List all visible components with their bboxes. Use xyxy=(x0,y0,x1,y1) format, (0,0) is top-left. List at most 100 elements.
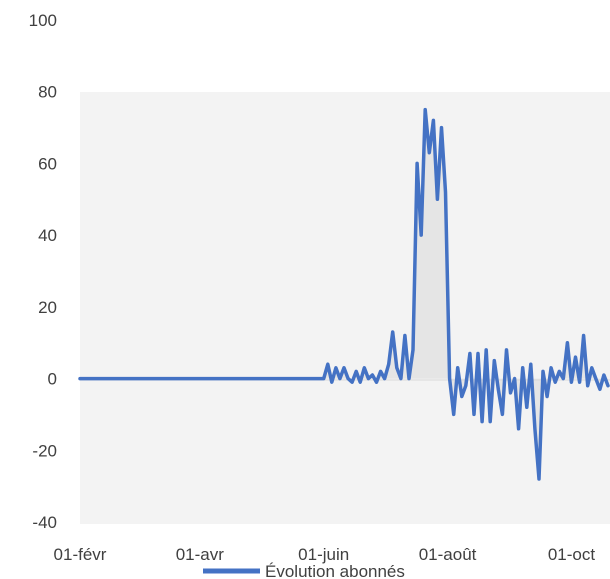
data-point xyxy=(448,377,451,380)
data-point xyxy=(485,349,488,351)
data-point xyxy=(355,370,358,373)
x-tick-label: 01-oct xyxy=(548,545,596,564)
data-point xyxy=(603,374,605,376)
series-group xyxy=(78,107,610,481)
data-point xyxy=(591,367,593,369)
data-point xyxy=(497,388,500,391)
data-point xyxy=(79,377,81,380)
data-point xyxy=(489,420,492,423)
data-point xyxy=(461,395,463,398)
data-point xyxy=(322,377,325,380)
x-tick-label: 01-juin xyxy=(298,545,349,564)
data-point xyxy=(327,363,329,366)
data-point xyxy=(554,381,556,384)
data-point xyxy=(469,352,471,355)
y-tick-label: 60 xyxy=(38,154,57,173)
data-point xyxy=(599,388,601,391)
data-point xyxy=(578,381,581,384)
data-point xyxy=(164,377,167,380)
y-axis: 100 80 60 40 20 0 -20 -40 xyxy=(29,11,57,532)
data-point xyxy=(517,428,520,430)
data-point xyxy=(396,367,398,369)
data-point xyxy=(440,126,443,129)
y-tick-label: 40 xyxy=(38,226,57,245)
x-tick-label: 01-août xyxy=(419,545,477,564)
data-point xyxy=(444,191,447,193)
data-point xyxy=(351,381,353,384)
data-point xyxy=(107,377,110,380)
data-point xyxy=(530,363,532,366)
data-point xyxy=(558,370,561,373)
data-point xyxy=(452,413,455,416)
data-point xyxy=(412,349,414,351)
data-point xyxy=(416,162,418,165)
data-point xyxy=(574,356,577,358)
data-point xyxy=(400,377,402,380)
data-point xyxy=(383,377,386,380)
y-tick-label: -20 xyxy=(32,441,57,460)
data-point xyxy=(526,406,528,409)
data-point xyxy=(538,478,540,480)
data-point xyxy=(367,377,370,380)
data-point xyxy=(227,377,229,380)
data-point xyxy=(363,367,366,369)
data-point xyxy=(586,384,589,387)
data-point xyxy=(391,331,394,333)
data-point xyxy=(509,392,512,394)
data-point xyxy=(259,377,262,380)
data-point xyxy=(542,370,544,373)
x-axis: 01-févr 01-avr 01-juin 01-août 01-oct xyxy=(54,545,596,564)
data-point xyxy=(595,377,597,380)
legend: Évolution abonnés xyxy=(203,562,405,579)
data-point xyxy=(513,377,516,380)
data-point xyxy=(379,370,382,373)
data-point xyxy=(428,151,431,154)
data-point xyxy=(473,413,475,416)
data-point xyxy=(607,384,609,387)
data-point xyxy=(493,359,496,362)
data-point xyxy=(570,381,573,384)
data-point xyxy=(465,384,467,387)
data-point xyxy=(359,381,362,384)
data-point xyxy=(432,119,435,122)
data-point xyxy=(436,198,439,201)
data-point xyxy=(477,352,479,355)
data-point xyxy=(566,341,569,344)
data-point xyxy=(335,367,337,369)
data-point xyxy=(420,234,423,236)
data-point xyxy=(87,377,89,380)
data-point xyxy=(521,367,524,369)
y-tick-label: 80 xyxy=(38,83,57,102)
plot-area xyxy=(80,92,610,524)
data-point xyxy=(534,428,536,430)
data-point xyxy=(456,367,459,369)
y-tick-label: 0 xyxy=(48,370,57,389)
data-point xyxy=(404,334,406,337)
y-tick-label: -40 xyxy=(32,513,57,532)
legend-label: Évolution abonnés xyxy=(265,562,405,579)
data-point xyxy=(343,367,345,369)
x-tick-label: 01-avr xyxy=(176,545,225,564)
data-point xyxy=(387,363,390,366)
data-point xyxy=(288,377,291,380)
y-tick-label: 20 xyxy=(38,298,57,317)
series-line xyxy=(78,107,610,481)
y-tick-label: 100 xyxy=(29,11,57,30)
data-point xyxy=(136,377,138,380)
data-point xyxy=(562,377,565,380)
data-point xyxy=(546,395,548,398)
data-point xyxy=(375,381,378,384)
data-point xyxy=(339,377,341,380)
data-point xyxy=(408,377,410,380)
data-point xyxy=(331,381,333,384)
data-point xyxy=(199,377,201,380)
data-point xyxy=(501,413,504,416)
data-point xyxy=(582,334,585,337)
data-point xyxy=(424,108,427,111)
data-point xyxy=(481,420,483,423)
data-point xyxy=(371,374,374,376)
data-point xyxy=(347,377,349,380)
x-tick-label: 01-févr xyxy=(54,545,107,564)
data-point xyxy=(550,367,552,369)
